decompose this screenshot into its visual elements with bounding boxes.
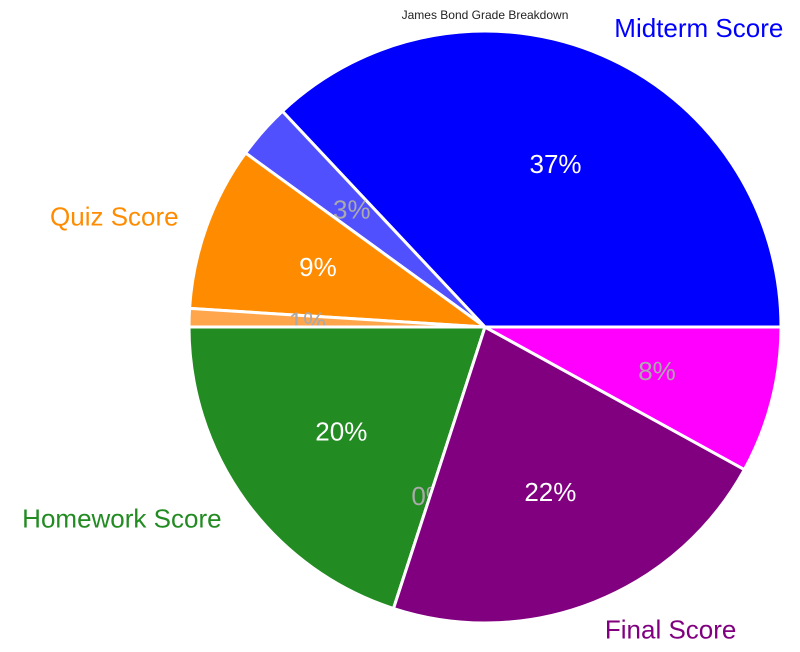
quiz-score-label: Quiz Score — [50, 202, 179, 232]
homework-score-percent-label: 20% — [315, 416, 367, 446]
slice-8-slice — [483, 325, 783, 472]
chart-title: James Bond Grade Breakdown — [401, 8, 569, 22]
final-score-percent-label: 22% — [524, 477, 576, 507]
midterm-score-percent-label: 37% — [530, 149, 582, 179]
midterm-score-slice — [280, 29, 783, 329]
homework-score-label: Homework Score — [22, 503, 221, 533]
final-score-slice — [392, 325, 746, 625]
slice-8-percent-label: 8% — [638, 356, 676, 386]
midterm-score-label: Midterm Score — [614, 13, 783, 43]
quiz-score-percent-label: 9% — [299, 252, 337, 282]
final-score-label: Final Score — [605, 615, 737, 645]
homework-score-slice — [187, 325, 487, 611]
quiz-score-slice — [188, 151, 487, 329]
